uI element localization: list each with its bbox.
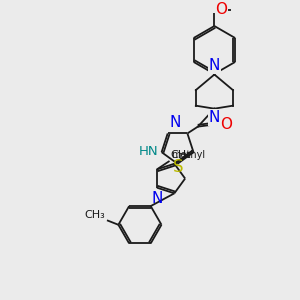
Text: O: O xyxy=(220,117,232,132)
Text: N: N xyxy=(152,191,163,206)
Text: CH₃: CH₃ xyxy=(85,210,106,220)
Text: N: N xyxy=(209,110,220,125)
Text: methyl: methyl xyxy=(171,150,205,161)
Text: HN: HN xyxy=(139,145,159,158)
Text: CH₃: CH₃ xyxy=(171,150,191,161)
Text: O: O xyxy=(216,2,228,17)
Text: S: S xyxy=(173,158,184,176)
Text: N: N xyxy=(209,58,220,73)
Text: N: N xyxy=(170,116,181,130)
